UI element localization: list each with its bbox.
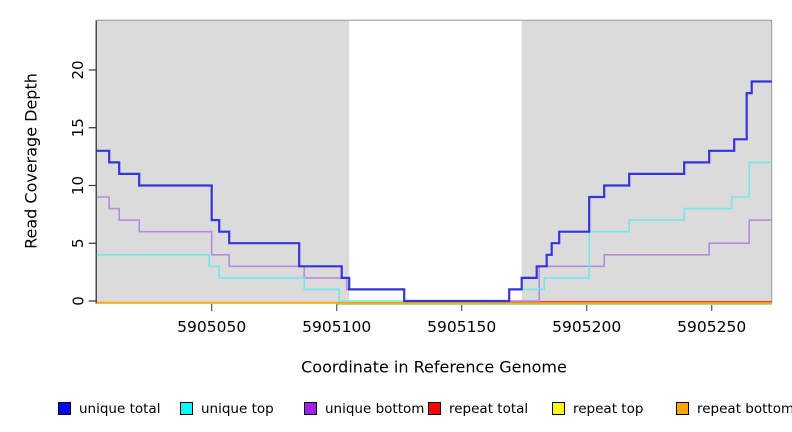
x-tick-label: 5905200 <box>552 318 621 336</box>
x-tick-label: 5905050 <box>177 318 246 336</box>
series-line-unique-top <box>96 161 772 302</box>
y-tick-label: 5 <box>69 238 87 248</box>
shaded-region <box>96 20 350 304</box>
x-tick-label: 5905250 <box>677 318 746 336</box>
series-line-unique-bottom <box>96 196 772 302</box>
series-lines <box>96 80 772 305</box>
x-tick-label: 5905150 <box>427 318 496 336</box>
y-tick-label: 0 <box>69 296 87 306</box>
x-tick-label: 5905100 <box>302 318 371 336</box>
x-axis-title: Coordinate in Reference Genome <box>301 357 567 377</box>
y-axis: 0 5 10 15 20 <box>69 20 97 306</box>
y-axis-title: Read Coverage Depth <box>21 73 41 249</box>
shaded-region <box>521 20 772 304</box>
y-tick-label: 15 <box>69 118 87 137</box>
y-tick-label: 20 <box>69 60 87 79</box>
y-tick-label: 10 <box>69 176 87 195</box>
x-axis: 5905050 5905100 5905150 5905200 5905250 <box>177 304 746 336</box>
shaded-regions <box>96 20 772 304</box>
series-line-unique-total <box>96 80 772 303</box>
